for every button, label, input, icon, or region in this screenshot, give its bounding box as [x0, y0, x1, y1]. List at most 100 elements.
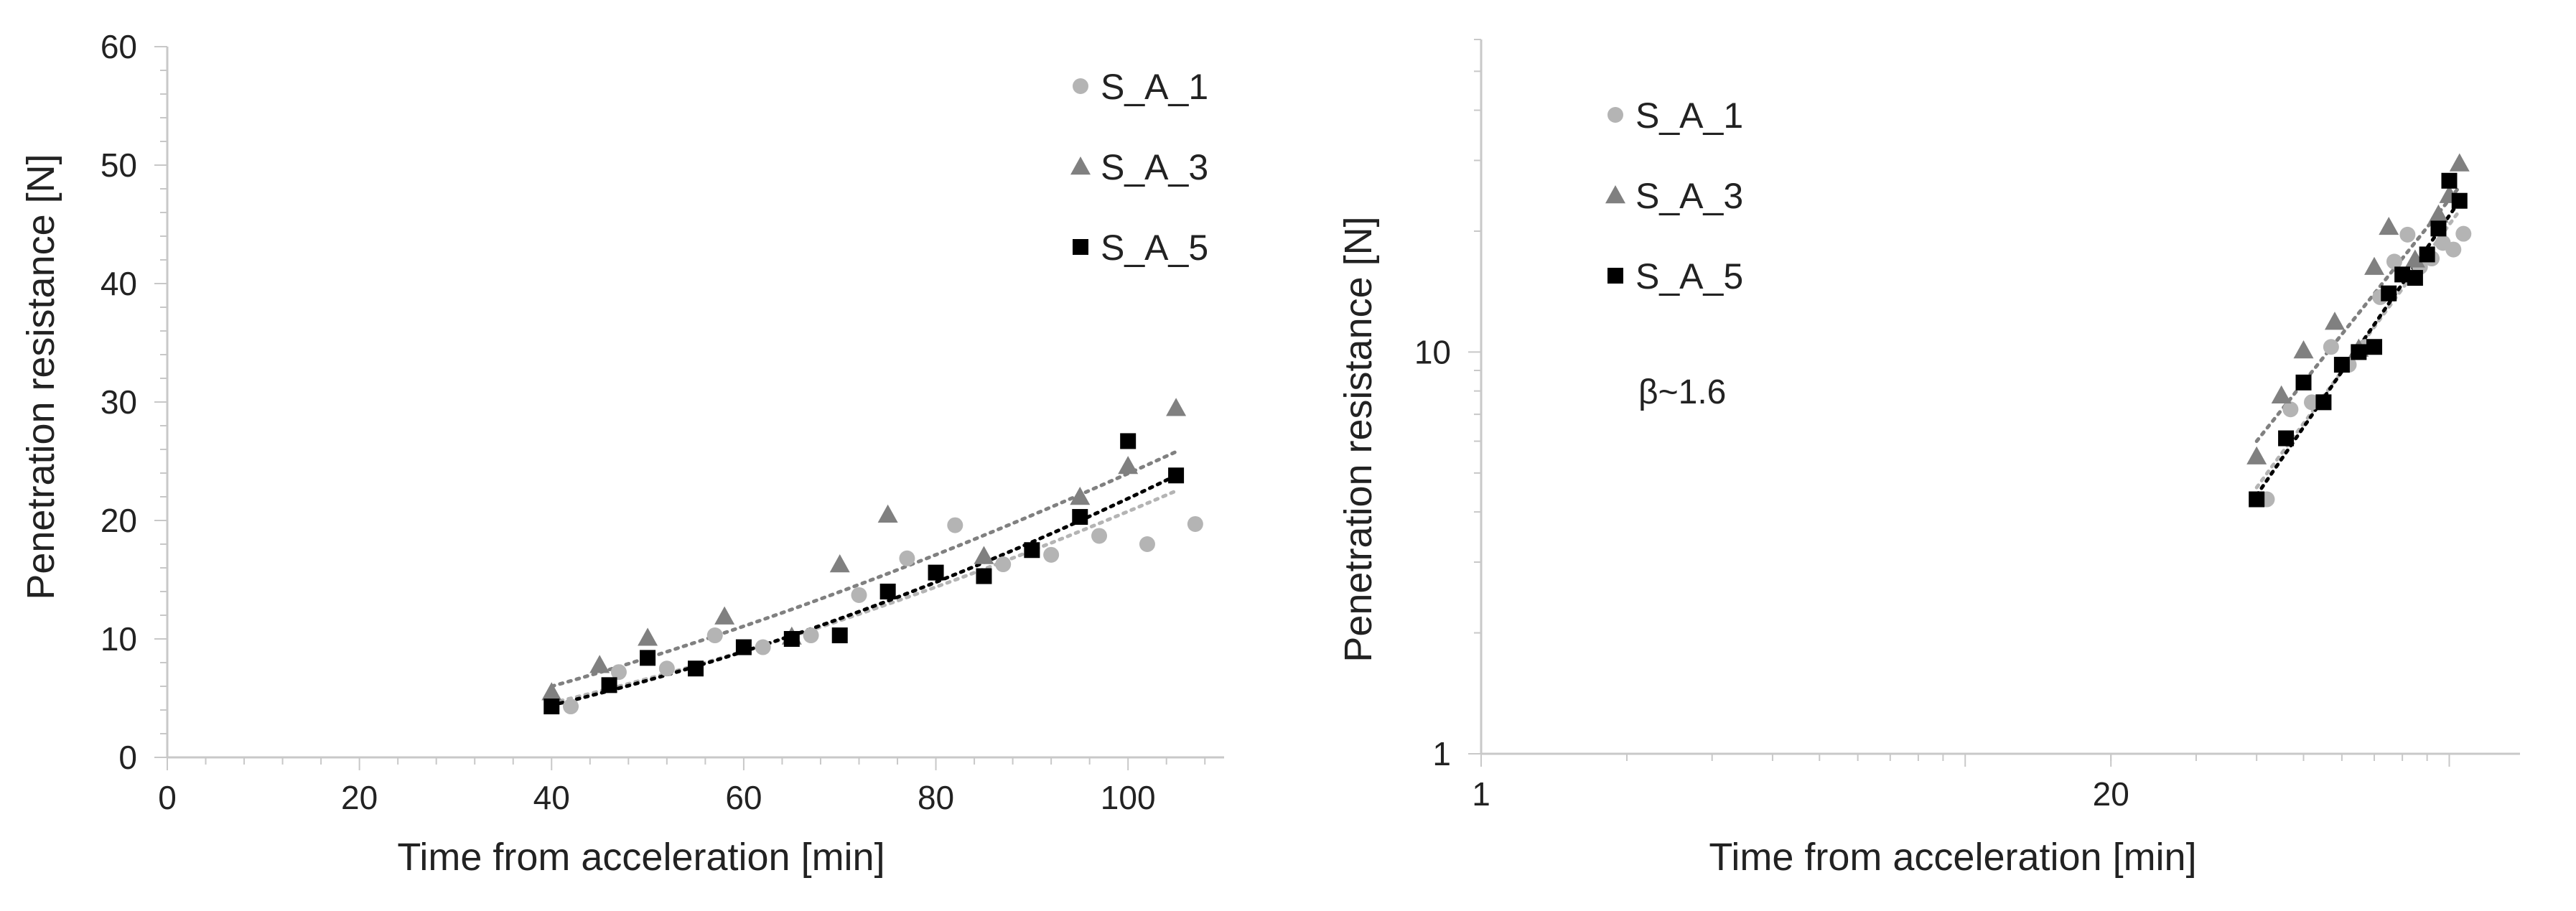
log-log-chart-x-axis-title: Time from acceleration [min] [1709, 836, 2196, 879]
linear-chart-point-s-a-5 [543, 699, 560, 715]
linear-chart-legend-label: S_A_5 [1101, 228, 1208, 268]
log-log-chart-point-s-a-1 [2399, 226, 2416, 243]
linear-chart-point-s-a-5 [831, 627, 848, 644]
linear-chart-point-s-a-1 [947, 517, 963, 533]
log-log-chart-points [2246, 153, 2472, 508]
log-log-chart-point-s-a-5 [2451, 192, 2468, 209]
linear-chart-point-s-a-5 [928, 564, 944, 581]
linear-chart-y-tick-label: 30 [101, 383, 137, 421]
log-log-chart-legend: S_A_1 S_A_3 S_A_5 [1605, 95, 1743, 296]
linear-chart-x-tick-label: 40 [533, 779, 570, 816]
linear-chart-point-s-a-5 [735, 639, 752, 655]
log-log-chart-point-s-a-5 [2419, 246, 2435, 263]
linear-chart: 0 20 40 60 80 100 0 10 20 30 40 50 60 Time from acce… [19, 28, 1224, 879]
linear-chart-point-s-a-1 [610, 664, 627, 681]
log-log-chart-point-s-a-5 [2333, 357, 2350, 373]
linear-chart-point-s-a-5 [1120, 433, 1137, 449]
log-log-chart-point-s-a-5 [2381, 285, 2397, 302]
linear-chart-trendline-s-a-5 [549, 473, 1178, 707]
log-log-chart-point-s-a-3 [2428, 204, 2449, 223]
linear-chart-y-tick-label: 10 [101, 620, 137, 658]
log-log-chart-point-s-a-5 [2366, 339, 2383, 355]
linear-chart-point-s-a-1 [706, 627, 723, 644]
linear-chart-point-s-a-5 [976, 568, 992, 584]
linear-chart-point-s-a-3 [1166, 398, 1187, 416]
log-log-chart-legend-label: S_A_5 [1635, 256, 1743, 296]
linear-chart-point-s-a-3 [638, 627, 658, 646]
log-log-chart-tick-labels: 1 20 1 10 [1414, 333, 2129, 813]
linear-chart-point-s-a-3 [541, 682, 562, 701]
log-log-chart-point-s-a-5 [2315, 394, 2332, 411]
linear-chart-axes [154, 46, 1224, 770]
linear-chart-point-s-a-1 [995, 556, 1012, 573]
linear-chart-x-tick-label: 100 [1101, 779, 1156, 816]
linear-chart-point-s-a-3 [877, 504, 898, 523]
log-log-chart-point-s-a-1 [2455, 225, 2472, 242]
log-log-chart-axes [1468, 39, 2520, 767]
linear-chart-x-tick-label: 0 [158, 779, 177, 816]
linear-chart-point-s-a-1 [563, 699, 579, 715]
linear-chart-point-s-a-3 [974, 546, 994, 564]
linear-chart-point-s-a-1 [899, 550, 915, 566]
log-log-chart-y-tick-label: 10 [1414, 333, 1451, 370]
log-log-chart-point-s-a-5 [2249, 491, 2265, 508]
log-log-chart-point-s-a-3 [2293, 340, 2314, 359]
linear-chart-point-s-a-1 [1139, 536, 1155, 552]
linear-chart-point-s-a-5 [601, 677, 617, 693]
log-log-chart-x-tick-label: 1 [1472, 775, 1490, 813]
linear-chart-point-s-a-5 [1072, 509, 1088, 525]
log-log-chart-point-s-a-1 [2282, 401, 2299, 418]
linear-chart-point-s-a-5 [783, 631, 800, 647]
log-log-chart-point-s-a-3 [2271, 385, 2292, 404]
linear-chart-x-tick-label: 20 [341, 779, 378, 816]
linear-chart-y-tick-label: 0 [118, 739, 137, 776]
linear-chart-point-s-a-1 [755, 639, 771, 655]
log-log-chart-y-tick-label: 1 [1432, 735, 1451, 772]
linear-chart-point-s-a-1 [658, 660, 675, 677]
linear-chart-legend-marker-s-a-5 [1073, 239, 1088, 255]
log-log-chart-point-s-a-5 [2394, 266, 2411, 283]
linear-chart-point-s-a-5 [640, 650, 656, 666]
log-log-chart-point-s-a-1 [2445, 241, 2462, 258]
linear-chart-point-s-a-1 [1091, 528, 1108, 544]
log-log-chart-point-s-a-3 [2404, 249, 2425, 268]
log-log-chart-point-s-a-5 [2407, 270, 2423, 286]
linear-chart-legend-label: S_A_3 [1101, 147, 1208, 187]
linear-chart-point-s-a-3 [1070, 487, 1091, 505]
log-log-chart-legend-label: S_A_3 [1635, 176, 1743, 216]
linear-chart-y-tick-label: 20 [101, 502, 137, 539]
log-log-chart-x-tick-label: 20 [2093, 775, 2129, 813]
log-log-chart-point-s-a-5 [2278, 430, 2295, 447]
log-log-chart-legend-marker-s-a-3 [1605, 185, 1625, 204]
linear-chart-point-s-a-5 [1024, 542, 1040, 559]
linear-chart-legend-marker-s-a-3 [1070, 156, 1091, 175]
linear-chart-legend-label: S_A_1 [1101, 67, 1208, 107]
log-log-chart-point-s-a-1 [2386, 253, 2402, 270]
linear-chart-point-s-a-3 [829, 554, 850, 573]
linear-chart-x-axis-title: Time from acceleration [min] [397, 836, 885, 879]
log-log-chart: 1 20 1 10 Time from acceleration [min] Pene… [1337, 39, 2520, 879]
log-log-chart-point-s-a-5 [2430, 220, 2447, 237]
log-log-chart-point-s-a-3 [2324, 312, 2345, 330]
log-log-chart-point-s-a-5 [2351, 344, 2367, 360]
log-log-chart-beta-annotation: β~1.6 [1638, 373, 1726, 411]
linear-chart-point-s-a-3 [1118, 456, 1139, 475]
log-log-chart-legend-label: S_A_1 [1635, 95, 1743, 136]
linear-chart-y-axis-title: Penetration resistance [N] [19, 154, 62, 599]
linear-chart-x-tick-label: 60 [725, 779, 762, 816]
linear-chart-point-s-a-1 [851, 587, 867, 603]
linear-chart-tick-labels: 0 20 40 60 80 100 0 10 20 30 40 50 60 [101, 28, 1156, 816]
linear-chart-points [541, 398, 1203, 715]
linear-chart-y-tick-label: 40 [101, 265, 137, 302]
linear-chart-x-tick-label: 80 [918, 779, 954, 816]
log-log-chart-point-s-a-5 [2295, 374, 2312, 391]
linear-chart-point-s-a-3 [589, 655, 610, 673]
linear-chart-point-s-a-3 [714, 606, 735, 625]
linear-chart-trendlines [549, 449, 1178, 707]
log-log-chart-point-s-a-3 [2364, 256, 2385, 275]
linear-chart-point-s-a-5 [1168, 467, 1185, 484]
linear-chart-legend: S_A_1 S_A_3 S_A_5 [1070, 67, 1208, 268]
linear-chart-point-s-a-1 [1187, 515, 1203, 532]
linear-chart-y-tick-label: 60 [101, 28, 137, 65]
linear-chart-trendline-s-a-3 [549, 449, 1178, 688]
